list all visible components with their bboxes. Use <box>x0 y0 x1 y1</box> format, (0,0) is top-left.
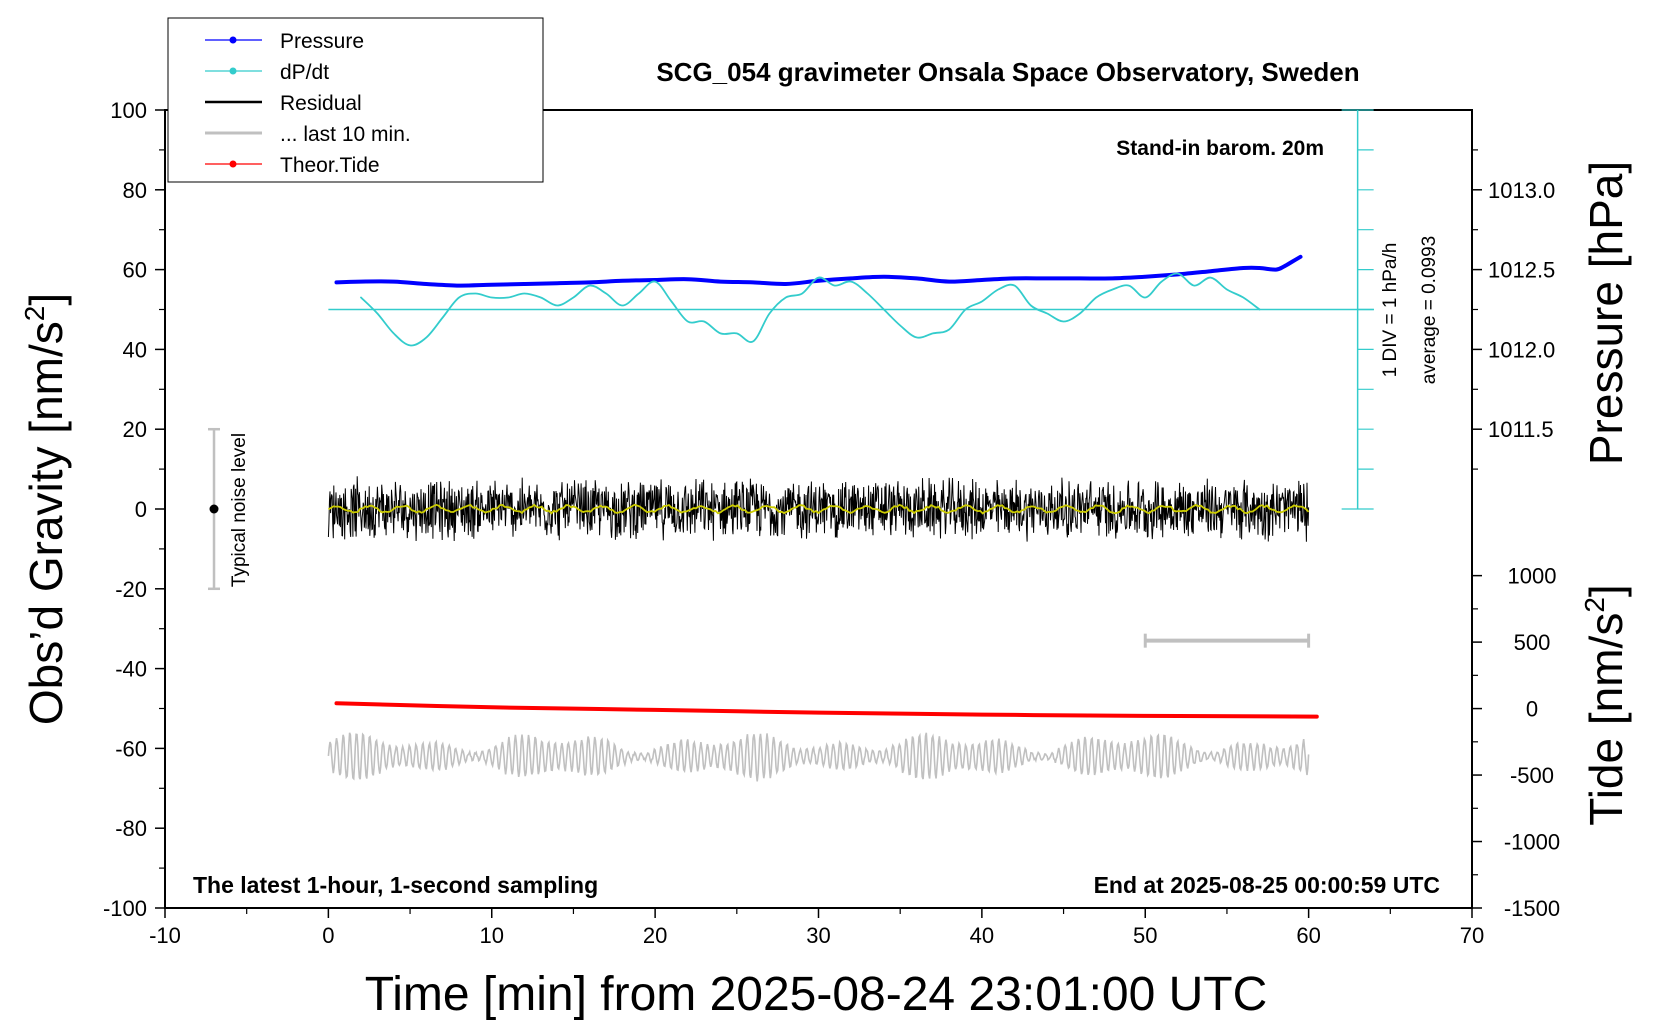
x-tick-label: 50 <box>1133 923 1157 948</box>
series-pressure <box>334 254 1303 288</box>
x-tick-label: 30 <box>806 923 830 948</box>
series-dp-dt <box>360 272 1261 347</box>
x-tick-label: 60 <box>1296 923 1320 948</box>
pressure-tick-label: 1011.5 <box>1488 417 1554 442</box>
legend-label: dP/dt <box>280 61 329 84</box>
y-axis-left-label-main: Obs’d Gravity [nm/s <box>20 321 72 725</box>
dpdt-average-label: average = 0.0993 <box>1419 236 1440 384</box>
pressure-tick-label: 1012.0 <box>1488 337 1555 362</box>
tide-tick-labels: 1000 500 0 -500 -1000 -1500 <box>1504 564 1560 921</box>
noise-level-label: Typical noise level <box>229 433 250 587</box>
x-tick-label: 70 <box>1460 923 1484 948</box>
y-tick-label: 0 <box>135 497 147 522</box>
y-tick-label: -20 <box>115 577 147 602</box>
y-tick-label: 100 <box>110 98 147 123</box>
tide-tick-label: 0 <box>1526 697 1538 722</box>
series-theor-tide <box>334 701 1319 719</box>
y-tick-label: 20 <box>123 417 147 442</box>
x-tick-label: 0 <box>322 923 334 948</box>
y-tick-label: -60 <box>115 736 147 761</box>
residual-smoothed-trace <box>328 503 1310 515</box>
latest-hour-note: The latest 1-hour, 1-second sampling <box>193 872 598 898</box>
noise-bar-center-dot <box>209 504 219 514</box>
legend-marker <box>229 36 237 44</box>
y-axis-pressure-label: Pressure [hPa] <box>1580 161 1632 465</box>
y-axis-left-label: Obs’d Gravity [nm/s2] <box>19 293 72 725</box>
y-tick-label: 60 <box>123 258 147 283</box>
y-axis-left-label-sup: 2 <box>19 306 50 322</box>
axis-ticks <box>155 109 1482 918</box>
y-tick-label: -80 <box>115 816 147 841</box>
tide-tick-label: 500 <box>1514 630 1551 655</box>
pressure-tick-label: 1013.0 <box>1488 178 1555 203</box>
legend-box <box>167 17 544 183</box>
y-axis-tide-label-end: ] <box>1580 584 1632 597</box>
x-axis-label: Time [min] from 2025-08-24 23:01:00 UTC <box>365 968 1268 1020</box>
pressure-tick-labels: 1013.0 1012.5 1012.0 1011.5 <box>1488 178 1555 442</box>
y-tick-label: -40 <box>115 657 147 682</box>
chart-title: SCG_054 gravimeter Onsala Space Observat… <box>656 57 1359 87</box>
stand-in-barometer-note: Stand-in barom. 20m <box>1116 137 1324 160</box>
y-axis-tide-label: Tide [nm/s2] <box>1579 584 1632 825</box>
y-tick-label: 40 <box>123 337 147 362</box>
x-tick-label: -10 <box>149 923 181 948</box>
legend: Pressure dP/dt Residual ... last 10 min. The… <box>167 17 544 183</box>
tide-tick-label: -500 <box>1510 763 1554 788</box>
legend-label: Pressure <box>280 30 364 53</box>
y-tick-labels: 100 80 60 40 20 0 -20 -40 -60 -80 -100 <box>103 98 147 921</box>
legend-marker <box>229 160 237 168</box>
end-time-note: End at 2025-08-25 00:00:59 UTC <box>1094 872 1440 898</box>
x-tick-label: 40 <box>970 923 994 948</box>
dpdt-div-label: 1 DIV = 1 hPa/h <box>1380 243 1401 378</box>
tide-tick-label: -1500 <box>1504 896 1560 921</box>
data-traces <box>208 254 1374 782</box>
tide-tick-label: 1000 <box>1508 564 1557 589</box>
residual-trace <box>327 476 1310 542</box>
legend-marker <box>229 67 237 75</box>
pressure-tick-label: 1012.5 <box>1488 258 1555 283</box>
y-tick-label: -100 <box>103 896 147 921</box>
y-axis-tide-label-main: Tide [nm/s <box>1580 613 1632 826</box>
y-tick-label: 80 <box>123 178 147 203</box>
legend-label: Residual <box>280 92 362 115</box>
y-axis-left-label-end: ] <box>20 293 72 306</box>
x-tick-labels: -10 0 10 20 30 40 50 60 70 <box>149 923 1484 948</box>
y-axis-tide-label-sup: 2 <box>1579 597 1610 613</box>
legend-label: Theor.Tide <box>280 154 380 177</box>
x-tick-label: 20 <box>643 923 667 948</box>
dpdt-scale-axis <box>1341 109 1374 510</box>
tide-tick-label: -1000 <box>1504 830 1560 855</box>
legend-label: ... last 10 min. <box>280 123 411 146</box>
x-tick-label: 10 <box>480 923 504 948</box>
last-10-min-trace <box>327 732 1310 782</box>
